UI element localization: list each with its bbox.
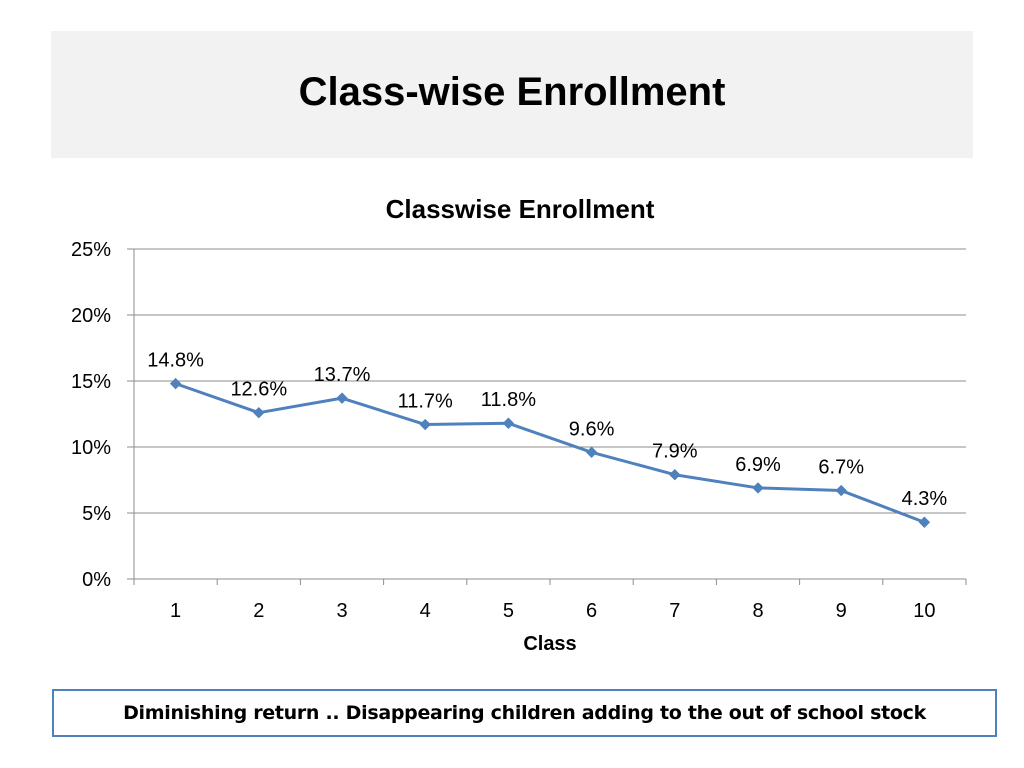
data-point	[835, 484, 847, 497]
chart-title: Classwise Enrollment	[386, 194, 655, 224]
data-label: 11.7%	[398, 391, 453, 413]
y-tick-label: 5%	[82, 503, 111, 525]
y-tick-label: 20%	[71, 305, 111, 327]
data-point	[253, 406, 265, 419]
x-tick-label: 2	[253, 600, 264, 622]
data-point	[169, 377, 182, 390]
data-point	[669, 469, 681, 481]
data-point	[585, 446, 598, 458]
x-tick-label: 8	[752, 600, 763, 622]
y-tick-label: 10%	[71, 437, 111, 459]
x-tick-label: 6	[586, 600, 597, 622]
x-tick-label: 10	[913, 600, 935, 622]
data-label: 9.6%	[569, 418, 615, 440]
x-axis-label: Class	[523, 633, 576, 655]
data-label: 12.6%	[230, 379, 287, 401]
title-band	[51, 31, 973, 158]
x-tick-label: 7	[669, 600, 680, 622]
note-text: Diminishing return .. Disappearing child…	[123, 702, 926, 724]
y-tick-label: 0%	[82, 569, 111, 591]
x-tick-label: 3	[336, 600, 347, 622]
note-box: Diminishing return .. Disappearing child…	[52, 689, 997, 737]
data-point	[419, 418, 431, 431]
data-point	[918, 516, 931, 528]
series-line	[175, 382, 925, 524]
data-label: 7.9%	[652, 441, 698, 463]
y-tick-label: 25%	[71, 239, 111, 261]
line-chart: Classwise Enrollment 0% 5% 10% 15% 20% 25% 1 2 3 4…	[71, 194, 967, 655]
x-tick-label: 1	[170, 600, 181, 622]
data-label: 11.8%	[481, 389, 536, 411]
data-label: 14.8%	[147, 350, 204, 372]
data-label: 13.7%	[314, 364, 371, 386]
slide-title: Class-wise Enrollment	[298, 70, 726, 114]
data-point	[336, 392, 348, 404]
data-point	[752, 482, 764, 494]
x-tick-label: 5	[503, 600, 514, 622]
data-point	[502, 417, 515, 429]
data-label: 6.7%	[818, 457, 864, 479]
data-label: 4.3%	[902, 488, 948, 510]
x-tick-label: 9	[836, 600, 847, 622]
data-label: 6.9%	[735, 454, 781, 476]
y-tick-label: 15%	[71, 371, 111, 393]
x-tick-label: 4	[420, 600, 431, 622]
